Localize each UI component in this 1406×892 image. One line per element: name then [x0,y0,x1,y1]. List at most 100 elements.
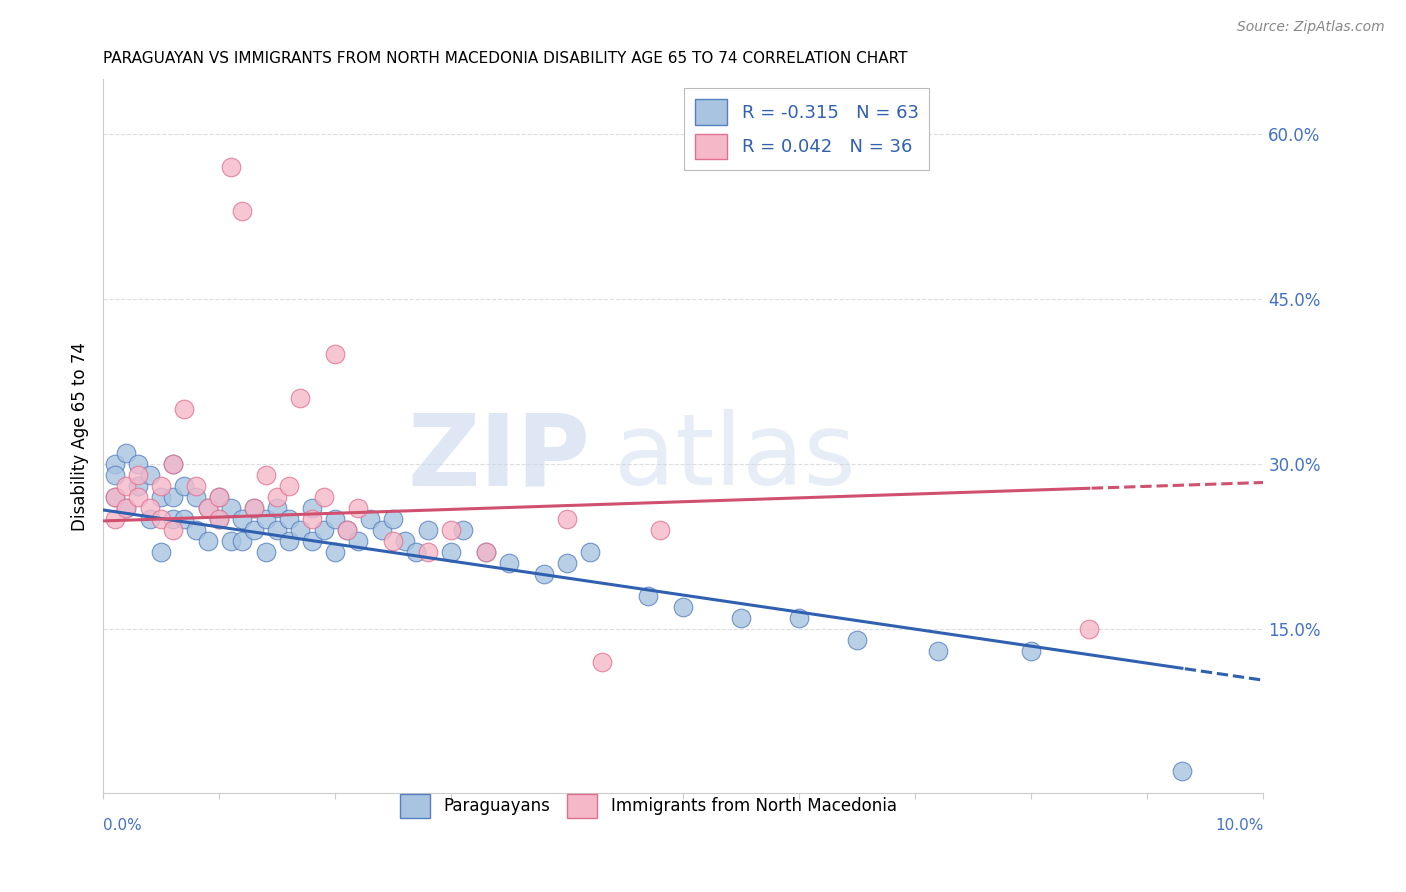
Point [115,500,138,515]
Point [173,401,195,416]
Point [266,523,288,537]
Point [579,544,602,558]
Point [846,632,869,647]
Point [312,490,335,504]
Point [266,500,288,515]
Point [162,523,184,537]
Point [555,556,578,570]
Point [451,523,474,537]
Point [138,512,160,526]
Point [184,523,207,537]
Text: atlas: atlas [613,409,855,507]
Point [138,467,160,482]
Point [115,479,138,493]
Point [197,500,219,515]
Point [1078,622,1101,636]
Point [184,490,207,504]
Point [301,500,323,515]
Point [150,490,173,504]
Point [150,544,173,558]
Legend: Paraguayans, Immigrants from North Macedonia: Paraguayans, Immigrants from North Maced… [394,788,903,824]
Point [127,467,149,482]
Point [150,479,173,493]
Point [197,500,219,515]
Point [104,457,127,471]
Point [347,533,370,548]
Point [336,523,359,537]
Point [219,533,242,548]
Point [416,523,439,537]
Point [115,446,138,460]
Point [127,479,149,493]
Point [254,544,277,558]
Point [440,544,463,558]
Point [301,533,323,548]
Point [927,643,949,657]
Point [254,512,277,526]
Point [162,490,184,504]
Point [323,512,346,526]
Point [382,533,405,548]
Point [290,523,312,537]
Point [208,490,231,504]
Point [150,512,173,526]
Point [672,599,695,614]
Point [104,490,127,504]
Point [405,544,427,558]
Point [173,512,195,526]
Point [648,523,671,537]
Point [127,457,149,471]
Point [301,512,323,526]
Text: 10.0%: 10.0% [1215,818,1264,833]
Point [138,500,160,515]
Point [184,479,207,493]
Point [416,544,439,558]
Text: PARAGUAYAN VS IMMIGRANTS FROM NORTH MACEDONIA DISABILITY AGE 65 TO 74 CORRELATIO: PARAGUAYAN VS IMMIGRANTS FROM NORTH MACE… [103,51,908,66]
Point [173,479,195,493]
Point [787,610,810,624]
Point [197,533,219,548]
Point [533,566,555,581]
Point [290,391,312,405]
Point [323,347,346,361]
Point [115,500,138,515]
Point [208,512,231,526]
Point [208,512,231,526]
Point [219,500,242,515]
Point [231,512,253,526]
Point [359,512,381,526]
Point [266,490,288,504]
Point [254,467,277,482]
Point [277,533,299,548]
Point [1171,764,1194,779]
Point [243,500,266,515]
Point [219,160,242,174]
Point [637,589,659,603]
Point [370,523,392,537]
Point [555,512,578,526]
Point [475,544,498,558]
Point [208,490,231,504]
Point [127,490,149,504]
Y-axis label: Disability Age 65 to 74: Disability Age 65 to 74 [72,342,89,531]
Point [336,523,359,537]
Text: ZIP: ZIP [408,409,591,507]
Point [104,512,127,526]
Point [104,490,127,504]
Point [312,523,335,537]
Point [243,523,266,537]
Point [440,523,463,537]
Point [1019,643,1042,657]
Point [162,457,184,471]
Point [323,544,346,558]
Text: Source: ZipAtlas.com: Source: ZipAtlas.com [1237,20,1385,34]
Point [730,610,752,624]
Point [162,512,184,526]
Point [231,204,253,219]
Point [104,467,127,482]
Point [498,556,520,570]
Point [475,544,498,558]
Point [162,457,184,471]
Text: 0.0%: 0.0% [103,818,142,833]
Point [382,512,405,526]
